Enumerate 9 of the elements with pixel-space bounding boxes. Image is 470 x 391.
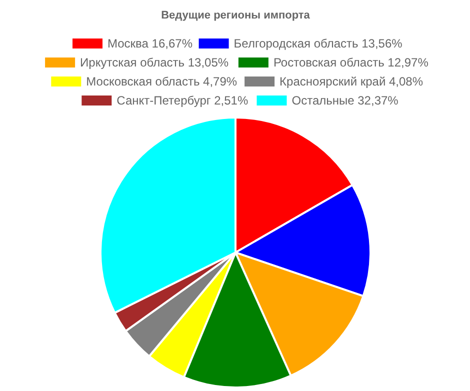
legend-label: Санкт-Петербург 2,51% xyxy=(116,94,248,108)
legend-label: Иркутская область 13,05% xyxy=(80,56,229,70)
legend-label: Ростовская область 12,97% xyxy=(273,56,429,70)
legend-label: Остальные 32,37% xyxy=(292,94,399,108)
legend-label: Белгородская область 13,56% xyxy=(234,36,403,50)
legend-label: Московская область 4,79% xyxy=(86,74,238,88)
legend-label: Красноярский край 4,08% xyxy=(280,74,424,88)
chart-title: Ведущие регионы импорта xyxy=(161,10,311,22)
legend-label: Москва 16,67% xyxy=(108,36,193,50)
